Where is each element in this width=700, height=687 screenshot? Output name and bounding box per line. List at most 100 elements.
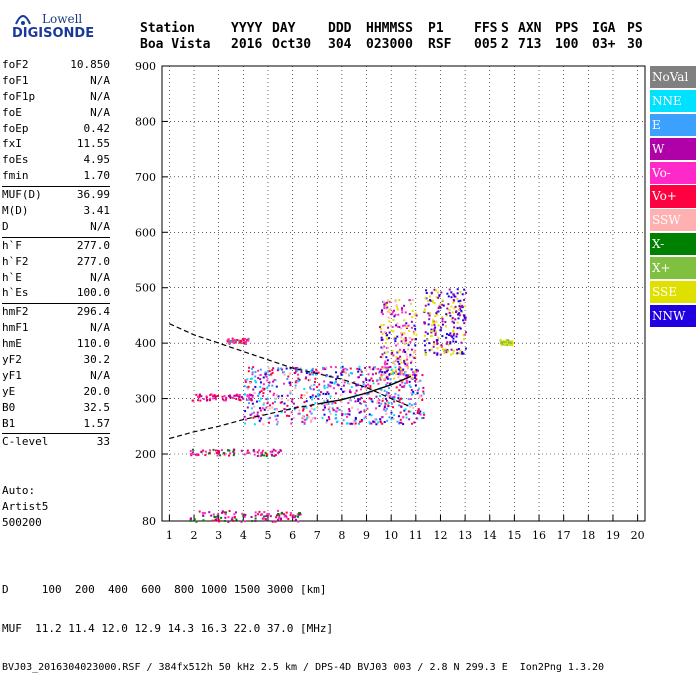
data-point [422, 390, 425, 393]
data-point [363, 400, 366, 403]
data-point [399, 355, 402, 358]
footer-muf-row: MUF 11.2 11.4 12.0 12.9 14.3 16.3 22.0 3… [2, 622, 334, 635]
auto-code: 500200 [2, 516, 42, 529]
data-point [254, 375, 257, 378]
data-point [451, 335, 454, 338]
data-point [271, 402, 274, 405]
param-label: D [2, 219, 9, 233]
data-point [396, 325, 399, 328]
data-point [377, 368, 380, 371]
data-point [271, 406, 274, 409]
data-point [274, 454, 277, 457]
data-point [397, 397, 400, 400]
data-point [242, 519, 245, 522]
data-point [381, 422, 384, 425]
data-point [261, 454, 264, 457]
data-point [276, 451, 279, 454]
data-point [399, 371, 402, 374]
data-point [289, 514, 292, 517]
data-point [269, 390, 272, 393]
data-point [386, 337, 389, 340]
data-point [386, 306, 389, 309]
x-tick-label: 20 [631, 529, 645, 542]
data-point [427, 323, 430, 326]
data-point [450, 348, 453, 351]
data-point [397, 415, 400, 418]
data-point [329, 395, 332, 398]
data-point [291, 516, 294, 519]
data-point [389, 378, 392, 381]
data-point [266, 453, 269, 456]
param-row: h`F2 277.0 [2, 255, 110, 271]
data-point [257, 416, 260, 419]
data-point [232, 339, 235, 342]
data-point [377, 382, 380, 385]
data-point [403, 385, 406, 388]
data-point [463, 322, 466, 325]
data-point [416, 412, 419, 415]
data-point [393, 398, 396, 401]
data-point [403, 324, 406, 327]
data-point [223, 519, 226, 522]
data-point [369, 368, 372, 371]
data-point [433, 288, 436, 291]
data-point [405, 353, 408, 356]
data-point [447, 334, 450, 337]
data-point [360, 370, 363, 373]
data-point [290, 400, 293, 403]
data-point [248, 397, 251, 400]
x-tick-label: 13 [458, 529, 472, 542]
data-point [456, 327, 459, 330]
data-point [441, 317, 444, 320]
data-point [293, 371, 296, 374]
data-point [323, 387, 326, 390]
data-point [387, 395, 390, 398]
data-point [258, 419, 261, 422]
param-value: 4.95 [83, 153, 111, 167]
data-point [299, 512, 302, 515]
data-point [391, 372, 394, 375]
data-point [367, 383, 370, 386]
data-point [256, 414, 259, 417]
data-point [396, 306, 399, 309]
data-point [380, 311, 383, 314]
param-row: foE N/A [2, 106, 110, 122]
data-point [356, 408, 359, 411]
data-point [381, 399, 384, 402]
data-point [195, 393, 198, 396]
data-point [262, 403, 265, 406]
data-point [403, 409, 406, 412]
data-point [464, 305, 467, 308]
legend-item: SSE [650, 281, 696, 304]
x-tick-label: 6 [289, 529, 296, 542]
data-point [370, 387, 373, 390]
data-point [422, 392, 425, 395]
data-point [401, 381, 404, 384]
data-point [310, 371, 313, 374]
data-point [231, 337, 234, 340]
data-point [253, 423, 256, 426]
data-point [457, 317, 460, 320]
data-point [244, 380, 247, 383]
data-point [384, 307, 387, 310]
y-tick-label: 700 [135, 171, 156, 184]
data-point [214, 449, 217, 452]
data-point [441, 335, 444, 338]
data-point [215, 451, 218, 454]
data-point [346, 415, 349, 418]
data-point [384, 342, 387, 345]
data-point [508, 340, 511, 343]
data-point [305, 391, 308, 394]
data-point [338, 408, 341, 411]
data-point [436, 340, 439, 343]
data-point [385, 391, 388, 394]
data-point [277, 512, 280, 515]
data-point [296, 381, 299, 384]
data-point [220, 449, 223, 452]
data-point [380, 388, 383, 391]
data-point [418, 412, 421, 415]
param-value: 110.0 [76, 337, 110, 351]
data-point [282, 382, 285, 385]
data-point [445, 314, 448, 317]
data-point [398, 326, 401, 329]
